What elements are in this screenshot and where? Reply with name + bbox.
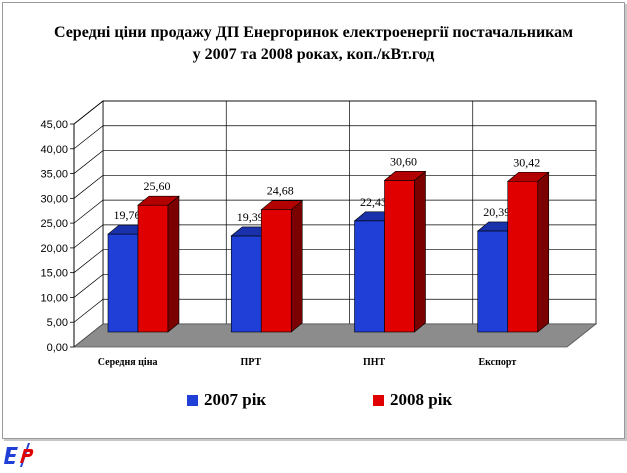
bar-2008 bbox=[383, 170, 427, 333]
legend-item-2008: 2008 рік bbox=[373, 390, 452, 410]
bar-2008 bbox=[506, 171, 550, 333]
y-tick-label: 25,00 bbox=[40, 218, 68, 230]
chart-title-line-1: Середні ціни продажу ДП Енергоринок елек… bbox=[53, 24, 574, 41]
gridline bbox=[73, 224, 596, 249]
y-tick-label: 30,00 bbox=[40, 193, 68, 205]
x-category-label: Середня ціна bbox=[98, 357, 158, 368]
floor bbox=[72, 323, 598, 348]
legend-swatch-2007 bbox=[187, 394, 198, 406]
y-tick-label: 0,00 bbox=[47, 342, 68, 354]
gridline bbox=[73, 125, 596, 150]
x-category-label: ПРТ bbox=[241, 357, 262, 368]
label-2007: 19,76 bbox=[114, 208, 141, 222]
company-logo bbox=[4, 443, 34, 467]
legend-label-2007: 2007 рік bbox=[204, 390, 267, 409]
x-category-label: Експорт bbox=[479, 357, 517, 368]
y-tick-label: 10,00 bbox=[40, 292, 68, 304]
label-2007: 22,43 bbox=[360, 195, 387, 209]
side-wall bbox=[73, 100, 104, 348]
gridline bbox=[73, 100, 596, 125]
label-2008: 30,42 bbox=[513, 155, 540, 169]
y-tick-label: 20,00 bbox=[40, 243, 68, 255]
gridline bbox=[73, 298, 596, 323]
x-category-label: ПНТ bbox=[363, 357, 386, 368]
y-tick-label: 15,00 bbox=[40, 268, 68, 280]
label-2008: 24,68 bbox=[267, 184, 294, 198]
y-tick-label: 45,00 bbox=[40, 119, 68, 131]
legend: 2007 рік 2008 рік bbox=[0, 390, 627, 414]
gridline bbox=[73, 249, 596, 273]
y-tick-label: 5,00 bbox=[47, 317, 68, 329]
legend-label-2008: 2008 рік bbox=[390, 390, 453, 409]
label-2008: 30,60 bbox=[390, 154, 417, 168]
bar-2008 bbox=[260, 200, 304, 333]
label-2007: 19,39 bbox=[237, 210, 264, 224]
gridline bbox=[73, 199, 596, 224]
y-tick-label: 35,00 bbox=[40, 169, 68, 181]
chart-title-line-2: у 2007 та 2008 роках, коп./кВт.год bbox=[192, 46, 435, 63]
label-2008: 25,60 bbox=[144, 179, 171, 193]
label-2007: 20,39 bbox=[483, 205, 510, 219]
gridline bbox=[73, 174, 596, 199]
chart-title: Середні ціни продажу ДП Енергоринок елек… bbox=[0, 22, 627, 66]
bar-2008 bbox=[137, 195, 180, 333]
gridline bbox=[73, 274, 596, 298]
legend-swatch-2008 bbox=[373, 394, 384, 406]
y-tick-label: 40,00 bbox=[40, 144, 68, 156]
gridline bbox=[73, 150, 596, 174]
legend-item-2007: 2007 рік bbox=[187, 390, 266, 410]
